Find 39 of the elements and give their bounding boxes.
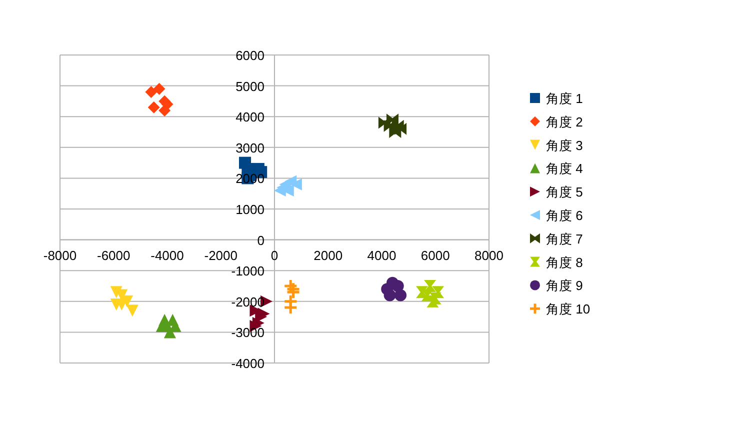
point <box>148 101 160 114</box>
y-tick-label: 5000 <box>236 78 264 94</box>
legend-label: 角度 5 <box>546 184 583 200</box>
x-tick-label: 2000 <box>314 248 343 263</box>
x-tick-label: 8000 <box>474 248 504 263</box>
point <box>384 289 396 302</box>
point <box>290 178 302 190</box>
point <box>389 126 402 138</box>
y-tick-label: -1000 <box>231 264 264 279</box>
x-tick-label: -6000 <box>97 248 130 263</box>
point <box>286 282 301 296</box>
x-tick-label: -4000 <box>150 248 184 263</box>
y-tick-label: 4000 <box>236 110 264 125</box>
y-tick-label: 6000 <box>236 48 264 63</box>
x-tick-label: -2000 <box>204 248 238 263</box>
y-tick-label: 1000 <box>236 202 264 217</box>
x-tick-label: 0 <box>270 248 278 263</box>
x-tick-label: 4000 <box>367 248 396 263</box>
legend-label: 角度 4 <box>546 161 583 176</box>
legend-label: 角度 9 <box>546 278 583 294</box>
x-tick-label: 6000 <box>420 248 450 263</box>
point <box>161 98 174 110</box>
y-tick-label: -4000 <box>231 356 264 371</box>
legend-label: 角度 8 <box>546 254 583 270</box>
legend-label: 角度 7 <box>546 231 583 246</box>
legend-label: 角度 2 <box>546 114 583 130</box>
point <box>126 304 138 317</box>
y-tick-label: 3000 <box>236 140 264 156</box>
point <box>426 295 439 308</box>
legend-label: 角度 10 <box>546 302 590 317</box>
point <box>153 82 166 95</box>
legend-label: 角度 1 <box>546 91 583 106</box>
legend-label: 角度 6 <box>546 208 583 223</box>
x-tick-label: -8000 <box>43 248 77 263</box>
point <box>394 289 407 302</box>
legend-label: 角度 3 <box>546 138 583 153</box>
point <box>145 86 158 98</box>
y-tick-label: -3000 <box>231 325 264 340</box>
y-tick-label: 0 <box>257 232 264 248</box>
